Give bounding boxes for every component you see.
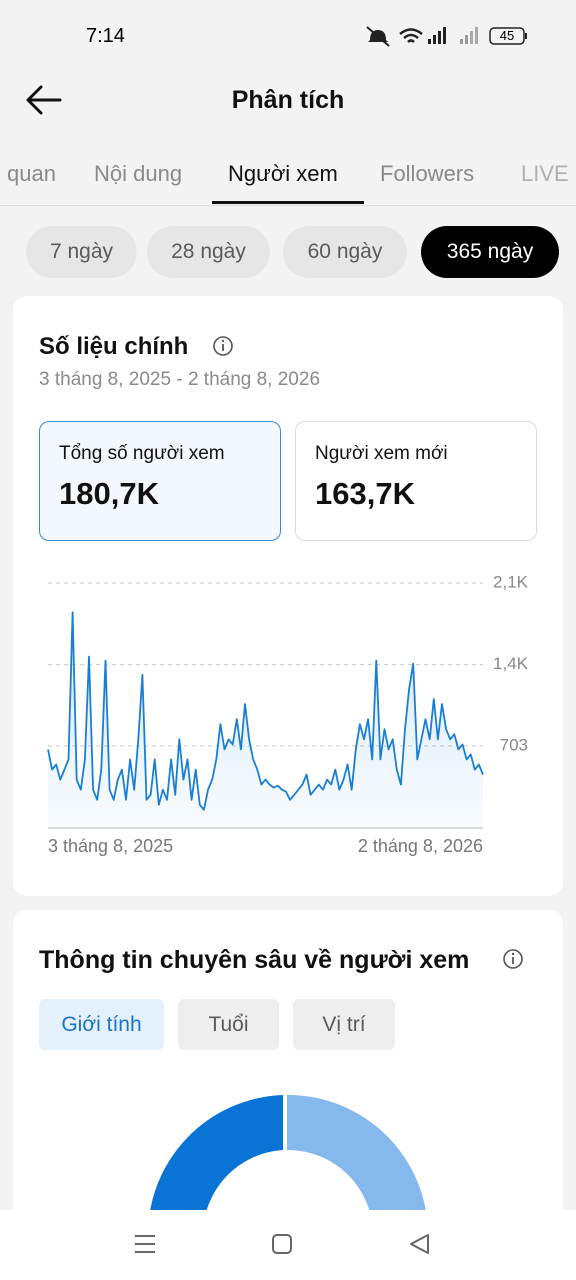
- y-tick-label: 703: [500, 735, 528, 754]
- subtab[interactable]: Vị trí: [293, 999, 395, 1050]
- metric-value: 180,7K: [59, 476, 159, 511]
- subtab-active[interactable]: Giới tính: [39, 999, 164, 1050]
- line-chart: 2,1K 1,4K 703 3 tháng 8, 2025 2 tháng 8, 202…: [47, 572, 529, 856]
- period-chip[interactable]: 7 ngày: [26, 226, 137, 278]
- tab-indicator: [212, 201, 364, 204]
- nav-bar: [0, 1210, 576, 1280]
- status-icons: [366, 26, 527, 47]
- info-icon[interactable]: [212, 335, 234, 357]
- y-tick-label: 1,4K: [493, 654, 529, 673]
- period-chip[interactable]: 60 ngày: [283, 226, 407, 278]
- metric-value: 163,7K: [315, 476, 415, 511]
- date-range: 3 tháng 8, 2025 - 2 tháng 8, 2026: [39, 369, 321, 390]
- tab[interactable]: quan: [7, 161, 56, 186]
- line: [47, 611, 484, 811]
- nav-icons: [135, 1234, 429, 1254]
- tab[interactable]: LIVE: [521, 161, 569, 186]
- page-title: Phân tích: [231, 86, 345, 114]
- card-title: Số liệu chính: [39, 333, 189, 360]
- battery-level: 45: [499, 28, 515, 43]
- metric-label: Tổng số người xem: [59, 443, 225, 464]
- metric-box[interactable]: [295, 421, 537, 541]
- section-title: Thông tin chuyên sâu về người xem: [39, 946, 470, 974]
- tab[interactable]: Followers: [380, 161, 475, 186]
- info-icon[interactable]: [502, 948, 524, 970]
- period-chip[interactable]: 28 ngày: [147, 226, 270, 278]
- x-tick-label: 2 tháng 8, 2026: [358, 836, 483, 856]
- back-button[interactable]: [24, 84, 64, 116]
- tab[interactable]: Nội dung: [94, 161, 183, 186]
- donut-chart: [150, 1094, 426, 1210]
- subtab[interactable]: Tuổi: [178, 999, 279, 1050]
- y-tick-label: 2,1K: [493, 572, 529, 591]
- metric-label: Người xem mới: [315, 443, 448, 464]
- status-time: 7:14: [86, 25, 125, 47]
- x-tick-label: 3 tháng 8, 2025: [48, 836, 173, 856]
- tab-divider: [0, 205, 576, 206]
- area: [48, 612, 483, 828]
- period-chip-active[interactable]: 365 ngày: [421, 226, 559, 278]
- metric-box-active[interactable]: [39, 421, 281, 541]
- tab-active[interactable]: Người xem: [228, 161, 338, 186]
